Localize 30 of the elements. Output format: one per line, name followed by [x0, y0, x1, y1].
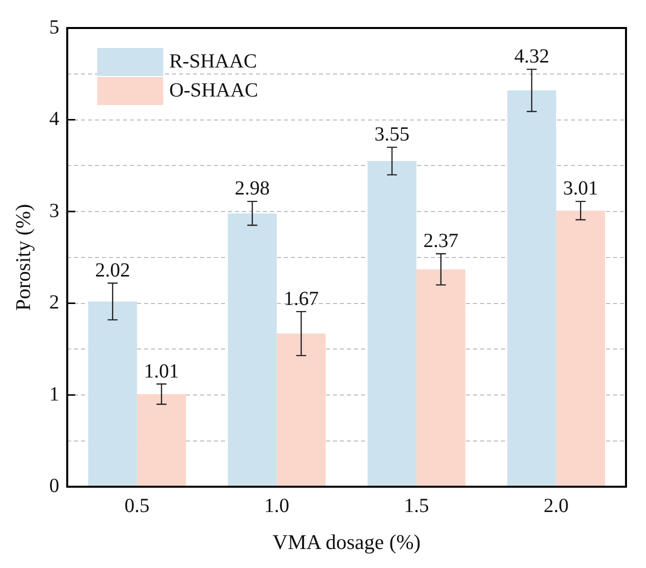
x-tick-label: 1.5: [404, 495, 429, 518]
bar: [368, 161, 416, 486]
data-label: 3.01: [563, 178, 598, 200]
bar: [556, 210, 606, 486]
legend-label: O-SHAAC: [169, 79, 258, 102]
y-tick-label: 1: [49, 383, 60, 406]
data-label: 2.02: [95, 259, 130, 282]
y-tick-label: 0: [49, 475, 60, 498]
bar: [137, 394, 186, 486]
y-tick-label: 2: [49, 292, 60, 314]
data-label: 2.37: [423, 230, 458, 252]
bar: [228, 213, 277, 486]
legend-label: R-SHAAC: [169, 50, 257, 72]
data-label: 4.32: [514, 46, 550, 68]
y-tick-label: 4: [49, 108, 60, 130]
x-tick-label: 0.5: [124, 495, 150, 518]
y-tick-label: 3: [49, 200, 60, 222]
x-axis-title: VMA dosage (%): [272, 530, 421, 554]
data-label: 1.67: [284, 288, 319, 310]
bar: [416, 269, 466, 486]
bar: [507, 90, 556, 486]
data-label: 1.01: [144, 360, 179, 382]
x-tick-label: 1.0: [264, 495, 290, 518]
x-tick-label: 2.0: [544, 495, 569, 518]
y-tick-label: 5: [49, 16, 60, 38]
y-axis-title: Porosity (%): [11, 204, 36, 311]
bar: [88, 301, 138, 486]
data-label: 3.55: [374, 124, 410, 146]
data-label: 2.98: [234, 178, 270, 200]
bar: [276, 334, 326, 486]
